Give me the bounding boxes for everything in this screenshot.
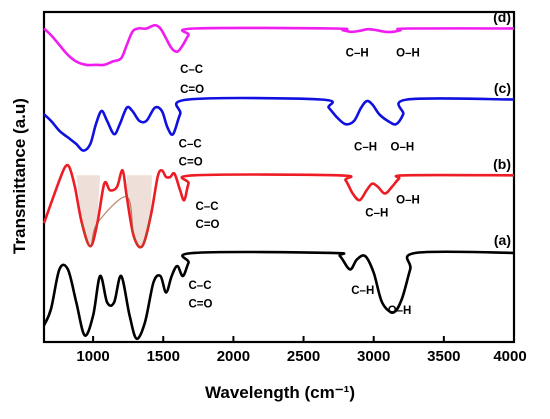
- x-tick-label: 3000: [357, 348, 390, 365]
- band-annotation: C=O: [189, 298, 213, 310]
- curves-layer: [42, 23, 515, 341]
- band-annotation: C=O: [196, 219, 220, 231]
- x-tick-label: 4000: [493, 348, 526, 365]
- band-annotation: C–C: [179, 138, 202, 150]
- band-annotations: C–C C=O C–H O–H C–C C=O C–H O–H C–C C=O C–H O–H C–C C…: [179, 48, 420, 317]
- band-annotation: O–H: [396, 194, 420, 206]
- plot-frame: [42, 10, 516, 344]
- x-axis-title: Wavelength (cm⁻¹): [205, 383, 355, 402]
- curve-label: (c): [494, 80, 511, 96]
- band-annotation: O–H: [388, 305, 412, 317]
- x-tick-label: 2000: [217, 348, 250, 365]
- x-tick-label: 1500: [147, 348, 180, 365]
- band-annotation: O–H: [396, 48, 420, 60]
- x-tick-label: 1000: [76, 348, 109, 365]
- band-annotation: C–H: [354, 142, 377, 154]
- band-annotation: C–C: [180, 64, 203, 76]
- curve-labels: (a) (b) (c) (d): [493, 9, 511, 248]
- band-annotation: C–H: [351, 285, 374, 297]
- band-annotation: O–H: [391, 142, 415, 154]
- y-axis-title: Transmittance (a.u): [10, 98, 29, 254]
- x-tick-label: 3500: [427, 348, 460, 365]
- band-annotation: C=O: [179, 156, 203, 168]
- band-annotation: C–C: [189, 280, 212, 292]
- band-annotation: C–C: [196, 201, 219, 213]
- curve-label: (a): [494, 232, 511, 248]
- x-tick-label: 2500: [287, 348, 320, 365]
- x-axis-ticks: 1000 1500 2000 2500 3000 3500 4000: [76, 336, 527, 365]
- spectrum-line: [42, 250, 515, 341]
- spectrum-line: [43, 96, 515, 152]
- curve-label: (b): [493, 156, 511, 172]
- curve-label: (d): [493, 9, 511, 25]
- spectrum-line-core: [81, 196, 152, 248]
- band-annotation: C=O: [180, 84, 204, 96]
- band-annotation: C–H: [346, 48, 369, 60]
- spectrum-line: [42, 163, 515, 249]
- band-annotation: C–H: [365, 208, 388, 220]
- absorption-band-fill: [126, 175, 152, 248]
- spectrum-line: [43, 23, 515, 67]
